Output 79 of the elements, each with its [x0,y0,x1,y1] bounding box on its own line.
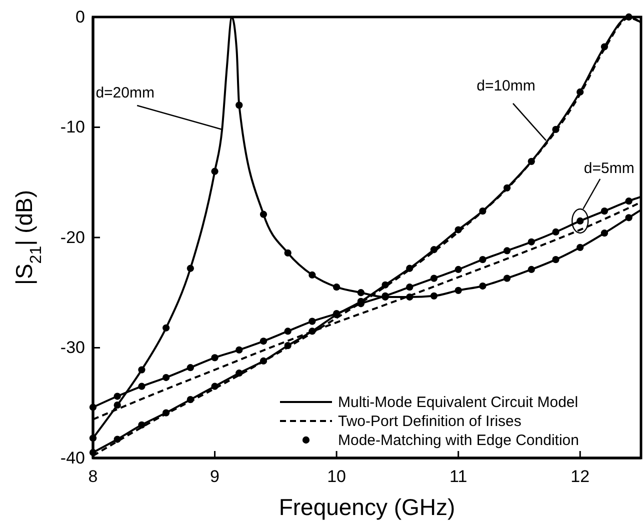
point [625,198,632,205]
point [260,338,268,345]
point [382,281,389,288]
legend-label: Two-Port Definition of Irises [338,413,522,430]
y-tick-label: -10 [60,118,85,137]
point [89,434,97,442]
point [89,448,97,456]
point [308,328,316,335]
point [236,102,243,109]
point [357,289,364,296]
point [600,207,608,215]
point [406,293,414,301]
point [260,357,268,365]
x-tick-label: 12 [570,467,590,486]
legend-label: Mode-Matching with Edge Condition [338,432,579,449]
point [114,392,121,400]
x-tick-label: 9 [210,467,220,486]
point [284,342,292,350]
point [162,324,170,332]
point [503,184,511,192]
point [528,238,535,246]
y-tick-label: 0 [76,7,85,26]
point [479,207,486,215]
x-tick-label: 10 [327,467,346,486]
point [454,266,462,274]
y-tick-label: -40 [60,448,85,468]
point [430,274,438,282]
point [454,286,462,294]
point [236,370,243,377]
point [284,328,292,335]
legend-label: Multi-Mode Equivalent Circuit Model [338,394,578,411]
point [552,256,560,264]
point [600,230,608,237]
point [138,421,146,428]
point [138,382,146,390]
point [552,126,560,134]
point [186,396,194,404]
point [186,364,194,372]
point [600,43,608,50]
point [236,346,243,354]
point [552,228,560,236]
point [406,264,414,272]
point [576,244,584,251]
point [114,402,121,409]
point [625,13,632,21]
point [576,88,584,96]
point [528,266,535,274]
point [332,284,340,291]
point [430,292,438,300]
point [89,404,97,411]
point [211,168,218,175]
point [308,271,316,279]
x-axis-title: Frequency (GHz) [278,494,456,520]
point [260,210,268,218]
point [479,256,486,264]
point [138,366,146,374]
annotation: d=20mm [96,84,154,102]
point [625,214,632,222]
point [479,282,486,290]
point [430,246,438,254]
point [503,274,511,282]
point [186,264,194,272]
point [406,284,414,291]
point [454,226,462,234]
point [162,409,170,416]
x-tick-label: 11 [450,467,468,486]
x-tick-label: 8 [88,467,98,486]
annotation: d=10mm [476,77,536,94]
point [308,318,316,325]
point [114,436,121,443]
point [503,247,511,254]
point [211,354,218,362]
point [528,158,535,165]
point [162,374,170,382]
point [284,249,292,256]
y-tick-label: -20 [60,228,85,247]
y-tick-label: -30 [60,338,85,358]
annotation: d=5mm [584,160,634,177]
point [211,382,218,390]
